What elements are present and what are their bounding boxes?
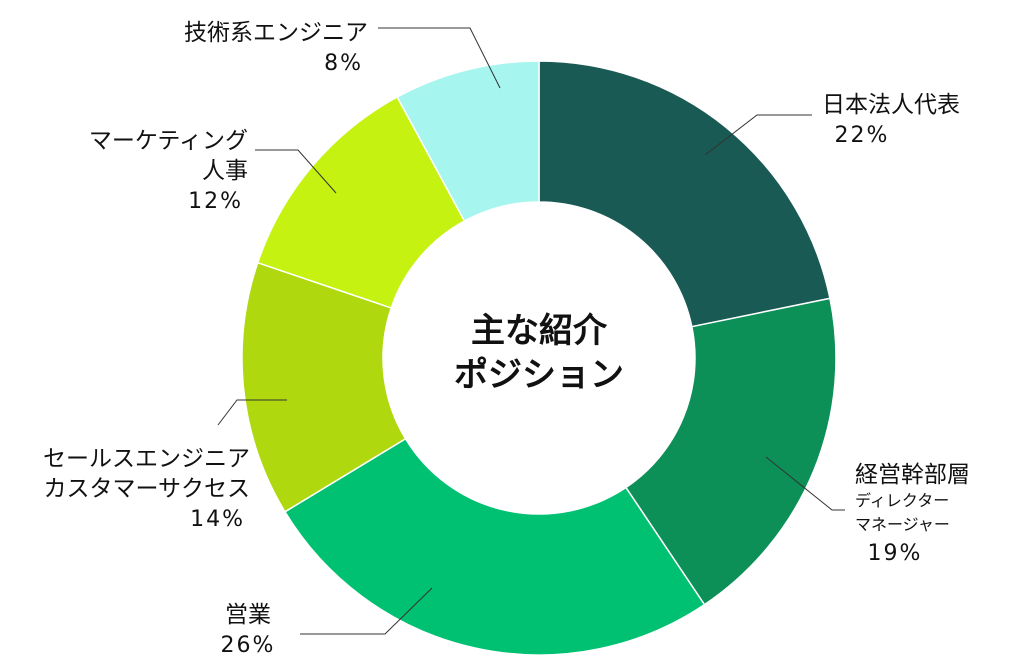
donut-slice-3 <box>241 261 407 513</box>
leader-line-group <box>217 27 845 635</box>
slice-sublabel-1-line-0: ディレクター <box>855 491 949 510</box>
donut-slice-1 <box>624 297 837 606</box>
slice-label-2-line-0: 営業 <box>225 602 271 628</box>
slice-label-0-line-0: 日本法人代表 <box>822 92 960 118</box>
leader-line-5 <box>378 27 501 89</box>
slice-label-3-line-0: セールスエンジニア <box>43 446 250 472</box>
slice-label-3-line-1: カスタマーサクセス <box>43 476 250 502</box>
donut-slice-0 <box>538 60 831 328</box>
center-title-line-1: 主な紹介 <box>471 311 608 351</box>
leader-line-4 <box>255 149 337 194</box>
slice-label-4-line-1: 人事 <box>202 158 248 184</box>
slice-label-5-line-0: 技術系エンジニア <box>184 20 368 46</box>
slice-label-1-line-0: 経営幹部層 <box>855 462 970 488</box>
donut-slice-2 <box>283 437 706 656</box>
slice-group <box>241 60 837 656</box>
slice-percent-1: 19% <box>868 541 923 566</box>
slice-percent-4: 12% <box>188 189 243 214</box>
slice-percent-3: 14% <box>190 507 245 532</box>
slice-percent-0: 22% <box>835 123 890 148</box>
slice-label-4-line-0: マーケティング <box>89 128 248 154</box>
center-title-line-2: ポジション <box>454 355 624 395</box>
leader-line-3 <box>217 399 287 426</box>
donut-slice-5 <box>396 60 540 222</box>
slice-sublabel-1-line-1: マネージャー <box>855 515 950 534</box>
leader-line-0 <box>704 114 812 156</box>
leader-line-2 <box>300 587 433 635</box>
slice-percent-2: 26% <box>221 633 276 658</box>
leader-line-1 <box>765 456 845 511</box>
slice-percent-5: 8% <box>324 51 363 76</box>
